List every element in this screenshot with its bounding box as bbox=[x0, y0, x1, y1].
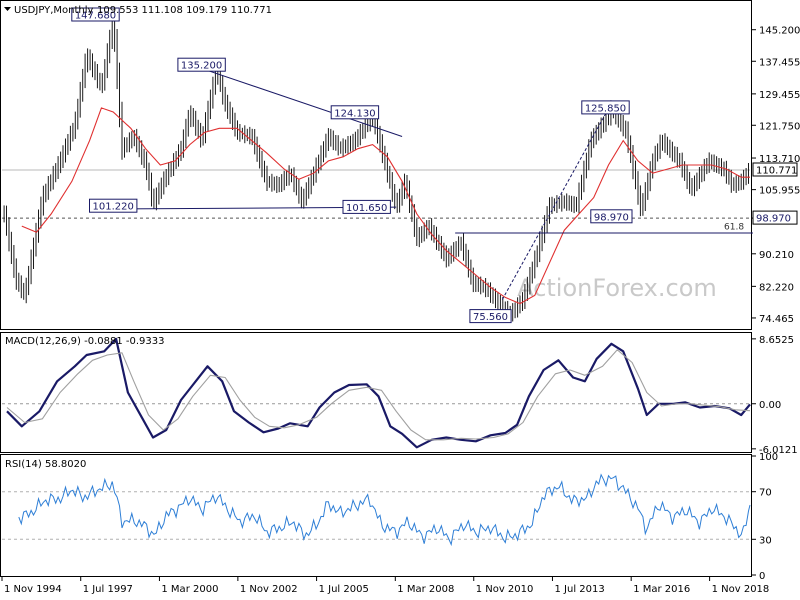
signal-line bbox=[6, 349, 751, 441]
price-axis-label-82.220: 82.220 bbox=[759, 282, 794, 293]
annotation-label-124.130: 124.130 bbox=[334, 108, 375, 119]
annotation-box-125.850 bbox=[581, 100, 630, 115]
annotation-box-101.650 bbox=[342, 199, 391, 214]
annotation-label-101.220: 101.220 bbox=[93, 202, 134, 213]
x-axis-label-1 Nov 2010: 1 Nov 2010 bbox=[476, 584, 534, 595]
x-axis-label-1 Jul 2013: 1 Jul 2013 bbox=[555, 584, 605, 595]
price-axis-label-113.710: 113.710 bbox=[759, 154, 800, 165]
price-axis-label-90.210: 90.210 bbox=[759, 250, 794, 261]
x-axis-label-1 Mar 2008: 1 Mar 2008 bbox=[397, 584, 454, 595]
rsi-axis-label-0: 0 bbox=[759, 571, 765, 582]
annotation-box-98.970 bbox=[590, 209, 633, 224]
rsi-panel-frame bbox=[0, 454, 752, 577]
annotation-box-147.680 bbox=[71, 7, 120, 22]
x-axis-label-1 Jul 1997: 1 Jul 1997 bbox=[83, 584, 133, 595]
annotation-label-75.560: 75.560 bbox=[473, 312, 508, 323]
price-axis-label-145.200: 145.200 bbox=[759, 26, 800, 37]
annotation-label-147.680: 147.680 bbox=[75, 11, 116, 22]
macd-axis-label-8.6525: 8.6525 bbox=[759, 335, 794, 346]
macd-title: MACD(12,26,9) -0.0881 -0.9333 bbox=[5, 336, 165, 347]
x-axis-label-1 Mar 2000: 1 Mar 2000 bbox=[161, 584, 218, 595]
annotation-label-125.850: 125.850 bbox=[585, 103, 626, 114]
price-panel-frame bbox=[0, 0, 752, 330]
ohlc-readout: 109.553 111.108 109.179 110.771 bbox=[97, 5, 272, 16]
price-tag-box-98.970 bbox=[752, 210, 798, 225]
x-axis-label-1 Mar 2016: 1 Mar 2016 bbox=[633, 584, 690, 595]
watermark: ActionForex.com bbox=[517, 274, 717, 302]
rsi-axis-label-70: 70 bbox=[759, 488, 772, 499]
price-axis-label-137.455: 137.455 bbox=[759, 57, 800, 68]
annotation-box-101.220 bbox=[89, 198, 138, 213]
panel-frames bbox=[0, 0, 752, 577]
axis-layer: 145.200 137.455 129.455 121.750 113.710 105.9… bbox=[1, 26, 800, 595]
x-axis-label-1 Nov 2018: 1 Nov 2018 bbox=[712, 584, 770, 595]
rsi-axis-label-100: 100 bbox=[759, 452, 778, 463]
annotation-box-124.130 bbox=[330, 105, 380, 120]
rsi-layer bbox=[2, 473, 751, 547]
price-tag-98.970: 98.970 bbox=[756, 214, 791, 225]
x-axis-label-1 Nov 2002: 1 Nov 2002 bbox=[240, 584, 298, 595]
x-axis-label-1 Nov 1994: 1 Nov 1994 bbox=[4, 584, 62, 595]
price-axis-label-105.955: 105.955 bbox=[759, 186, 800, 197]
price-axis-label-129.455: 129.455 bbox=[759, 90, 800, 101]
rsi-line bbox=[18, 473, 751, 547]
annotation-label-135.200: 135.200 bbox=[181, 61, 222, 72]
rsi-title: RSI(14) 58.8020 bbox=[5, 459, 86, 470]
macd-line bbox=[6, 337, 751, 449]
annotation-label-98.970: 98.970 bbox=[594, 212, 629, 223]
annotation-label-101.650: 101.650 bbox=[346, 203, 387, 214]
macd-axis-label--6.0121: -6.0121 bbox=[759, 445, 798, 456]
annotation-box-75.560 bbox=[469, 309, 512, 324]
dropdown-triangle-icon[interactable] bbox=[4, 7, 11, 11]
price-layer: 61.8 147.680 135.200 124.130 101.220 101.650 7… bbox=[2, 7, 753, 324]
price-axis-label-74.465: 74.465 bbox=[759, 314, 794, 325]
price-tag-110.771: 110.771 bbox=[756, 166, 797, 177]
moving-average-line bbox=[21, 107, 750, 305]
fib-level-label: 61.8 bbox=[724, 222, 744, 232]
trendline-1 bbox=[201, 67, 403, 137]
trendline-3 bbox=[501, 108, 609, 300]
macd-layer bbox=[2, 337, 751, 449]
price-axis-label-121.750: 121.750 bbox=[759, 121, 800, 132]
chart-header: USDJPY,Monthly 109.553 111.108 109.179 1… bbox=[4, 5, 272, 16]
x-axis-label-1 Jul 2005: 1 Jul 2005 bbox=[319, 584, 369, 595]
symbol-timeframe: USDJPY,Monthly bbox=[14, 5, 94, 16]
rsi-axis-label-30: 30 bbox=[759, 535, 772, 546]
macd-axis-label-0.00: 0.00 bbox=[759, 400, 781, 411]
price-tag-box-110.771 bbox=[752, 162, 798, 177]
annotation-box-135.200 bbox=[177, 57, 226, 72]
